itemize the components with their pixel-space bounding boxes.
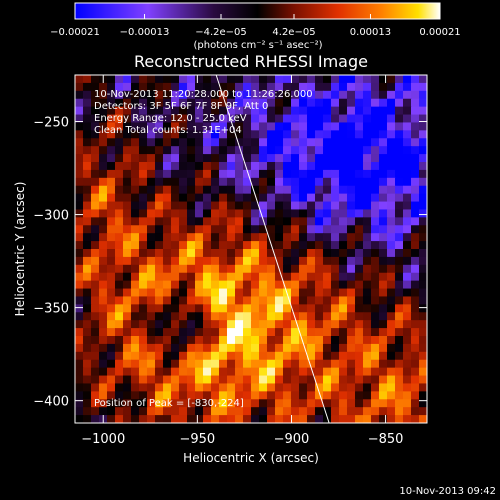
y-tick-label: −300 [33,209,69,224]
colorbar: −0.00021 −0.00013 −4.2e−05 4.2e−05 0.00013 0.… [50,2,461,51]
colorbar-tick-label: −0.00013 [120,27,170,38]
chart-title: Reconstructed RHESSI Image [134,52,368,71]
info-line: 10-Nov-2013 11:20:28.000 to 11:26:26.000 [94,89,313,100]
y-tick-label: −400 [33,395,69,410]
colorbar-units-label: (photons cm⁻² s⁻¹ asec⁻²) [193,40,322,51]
colorbar-tick-label: 0.00013 [350,27,391,38]
x-tick-label: −950 [179,432,215,447]
observation-info: 10-Nov-2013 11:20:28.000 to 11:26:26.000… [94,89,313,136]
colorbar-tick-label: 0.00021 [419,27,460,38]
y-tick-label: −350 [33,302,69,317]
colorbar-ticks: −0.00021 −0.00013 −4.2e−05 4.2e−05 0.00013 0.… [50,14,461,38]
info-line: Clean Total counts: 1.31E+04 [94,125,242,136]
info-line: Detectors: 3F 5F 6F 7F 8F 9F, Att 0 [94,101,268,112]
colorbar-gradient [74,2,441,20]
plot-area: −1000 −950 −900 −850 −250 −300 −350 −400 [33,74,428,447]
colorbar-tick-label: −4.2e−05 [195,27,247,38]
x-tick-label: −1000 [81,432,125,447]
x-axis-label: Heliocentric X (arcsec) [183,451,319,465]
info-line: Energy Range: 12.0 - 25.0 keV [94,113,247,124]
footer-timestamp: 10-Nov-2013 09:42 [399,486,496,497]
colorbar-tick-label: 4.2e−05 [272,27,315,38]
plot-frame [74,74,428,424]
x-tick-label: −900 [274,432,310,447]
y-axis-label: Heliocentric Y (arcsec) [13,182,27,317]
x-tick-label: −850 [368,432,404,447]
axes: −1000 −950 −900 −850 −250 −300 −350 −400 [33,75,427,447]
peak-position-label: Position of Peak = [-830,-224] [94,398,244,409]
colorbar-tick-label: −0.00021 [50,27,100,38]
solar-limb-line [215,74,330,424]
heatmap-image [75,75,427,423]
y-tick-label: −250 [33,116,69,131]
